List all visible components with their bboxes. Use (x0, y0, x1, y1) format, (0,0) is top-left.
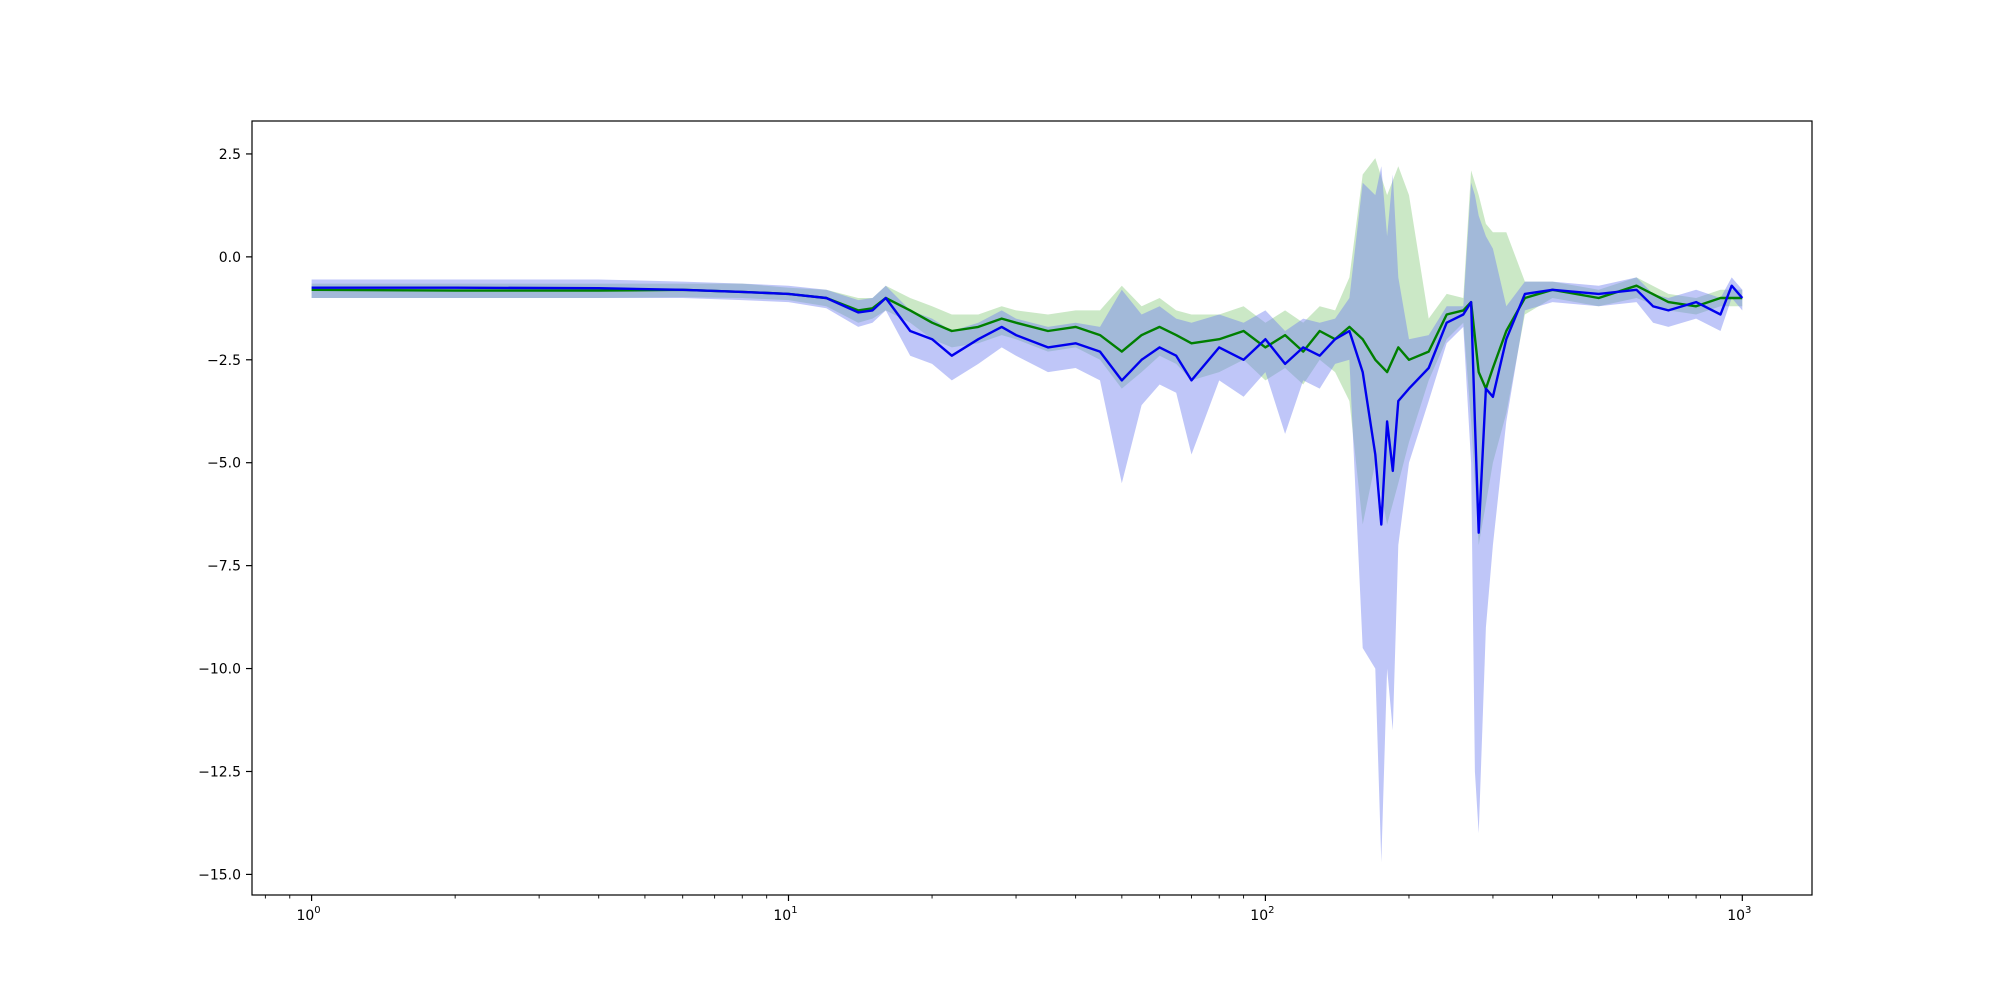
series-blue-band (311, 166, 1743, 863)
y-tick-label: −5.0 (207, 456, 241, 472)
y-tick-label: −2.5 (207, 353, 241, 369)
plot-area (311, 158, 1744, 863)
y-tick-label: −7.5 (207, 559, 241, 575)
y-tick-label: −15.0 (198, 867, 241, 883)
axes-frame (251, 120, 1813, 896)
y-tick-label: 0.0 (219, 250, 241, 266)
y-tick-label: −10.0 (198, 662, 241, 678)
series-blue-line (311, 284, 1744, 534)
y-tick-label: 2.5 (219, 147, 241, 163)
y-tick-label: −12.5 (198, 764, 241, 780)
